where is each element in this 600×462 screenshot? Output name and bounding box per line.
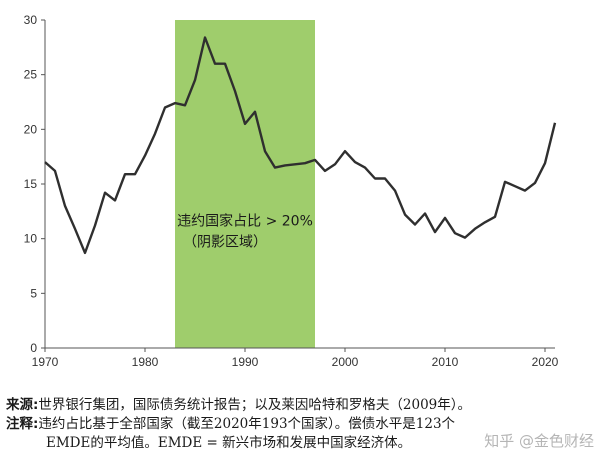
data-point bbox=[504, 181, 506, 183]
x-tick-label: 2000 bbox=[332, 355, 359, 369]
data-point bbox=[444, 217, 446, 219]
data-point bbox=[174, 102, 176, 104]
data-point bbox=[474, 228, 476, 230]
data-point bbox=[434, 231, 436, 233]
data-point bbox=[124, 173, 126, 175]
chart-notes: 来源: 世界银行集团，国际债务统计报告；以及莱因哈特和罗格夫（2009年）。 注… bbox=[6, 396, 596, 453]
data-point bbox=[54, 170, 56, 172]
source-label: 来源: bbox=[6, 397, 39, 413]
note-text-1: 违约占比基于全部国家（截至2020年193个国家）。偿债水平是123个 bbox=[38, 416, 456, 432]
data-point bbox=[464, 236, 466, 238]
x-axis-ticks: 1970 1980 1990 2000 2010 2020 bbox=[32, 348, 559, 369]
x-tick-label: 1990 bbox=[232, 355, 259, 369]
data-point bbox=[324, 170, 326, 172]
data-point bbox=[134, 173, 136, 175]
data-point bbox=[214, 63, 216, 65]
data-point bbox=[344, 150, 346, 152]
data-point bbox=[224, 63, 226, 65]
data-point bbox=[194, 79, 196, 81]
data-point bbox=[384, 177, 386, 179]
annotation-line-1: 违约国家占比 > 20% bbox=[177, 213, 313, 230]
data-point bbox=[284, 164, 286, 166]
y-tick-label: 5 bbox=[30, 286, 37, 300]
data-point bbox=[104, 192, 106, 194]
data-point bbox=[264, 150, 266, 152]
data-point bbox=[74, 228, 76, 230]
note-text-2: EMDE的平均值。EMDE = 新兴市场和发展中国家经济体。 bbox=[46, 435, 412, 451]
data-point bbox=[94, 224, 96, 226]
default-share-shaded-region bbox=[175, 20, 315, 348]
series-line bbox=[44, 36, 557, 255]
data-point bbox=[374, 177, 376, 179]
data-point bbox=[254, 111, 256, 113]
data-point bbox=[404, 213, 406, 215]
data-point bbox=[184, 104, 186, 106]
data-point bbox=[454, 232, 456, 234]
data-point bbox=[334, 163, 336, 165]
data-point bbox=[424, 212, 426, 214]
y-tick-label: 10 bbox=[24, 232, 38, 246]
y-tick-label: 30 bbox=[24, 13, 38, 27]
y-tick-label: 15 bbox=[24, 177, 38, 191]
data-point bbox=[494, 216, 496, 218]
data-point bbox=[144, 154, 146, 156]
data-point bbox=[114, 199, 116, 201]
data-point bbox=[514, 185, 516, 187]
data-point bbox=[204, 36, 206, 38]
y-tick-label: 0 bbox=[30, 341, 37, 355]
y-tick-label: 20 bbox=[24, 122, 38, 136]
watermark: 知乎 @金色财经 bbox=[484, 432, 594, 450]
y-tick-label: 25 bbox=[24, 68, 38, 82]
data-point bbox=[64, 205, 66, 207]
line-chart: 违约国家占比 > 20% （阴影区域） 0 5 10 15 20 25 30 1970 198… bbox=[24, 13, 559, 369]
data-point bbox=[354, 161, 356, 163]
source-text: 世界银行集团，国际债务统计报告；以及莱因哈特和罗格夫（2009年）。 bbox=[38, 397, 472, 413]
note-row: 注释: 违约占比基于全部国家（截至2020年193个国家）。偿债水平是123个 bbox=[6, 415, 596, 434]
y-axis-ticks: 0 5 10 15 20 25 30 bbox=[24, 13, 45, 355]
data-point bbox=[84, 252, 86, 254]
data-point bbox=[484, 221, 486, 223]
x-tick-label: 1980 bbox=[132, 355, 159, 369]
data-point bbox=[164, 106, 166, 108]
data-point bbox=[524, 189, 526, 191]
data-point bbox=[274, 166, 276, 168]
data-point bbox=[44, 161, 46, 163]
shaded-region-annotation: 违约国家占比 > 20% （阴影区域） bbox=[177, 213, 313, 251]
data-point bbox=[414, 223, 416, 225]
data-point bbox=[364, 166, 366, 168]
data-point bbox=[234, 90, 236, 92]
data-point bbox=[304, 162, 306, 164]
data-point bbox=[314, 159, 316, 161]
data-point bbox=[294, 163, 296, 165]
x-tick-label: 2010 bbox=[432, 355, 459, 369]
note-label: 注释: bbox=[6, 416, 39, 432]
annotation-line-2: （阴影区域） bbox=[183, 234, 267, 250]
x-tick-label: 1970 bbox=[32, 355, 59, 369]
data-point bbox=[244, 123, 246, 125]
data-point bbox=[534, 182, 536, 184]
data-point bbox=[554, 122, 556, 124]
data-point bbox=[544, 162, 546, 164]
data-point bbox=[154, 133, 156, 135]
data-point bbox=[394, 189, 396, 191]
x-tick-label: 2020 bbox=[532, 355, 559, 369]
source-row: 来源: 世界银行集团，国际债务统计报告；以及莱因哈特和罗格夫（2009年）。 bbox=[6, 396, 596, 415]
